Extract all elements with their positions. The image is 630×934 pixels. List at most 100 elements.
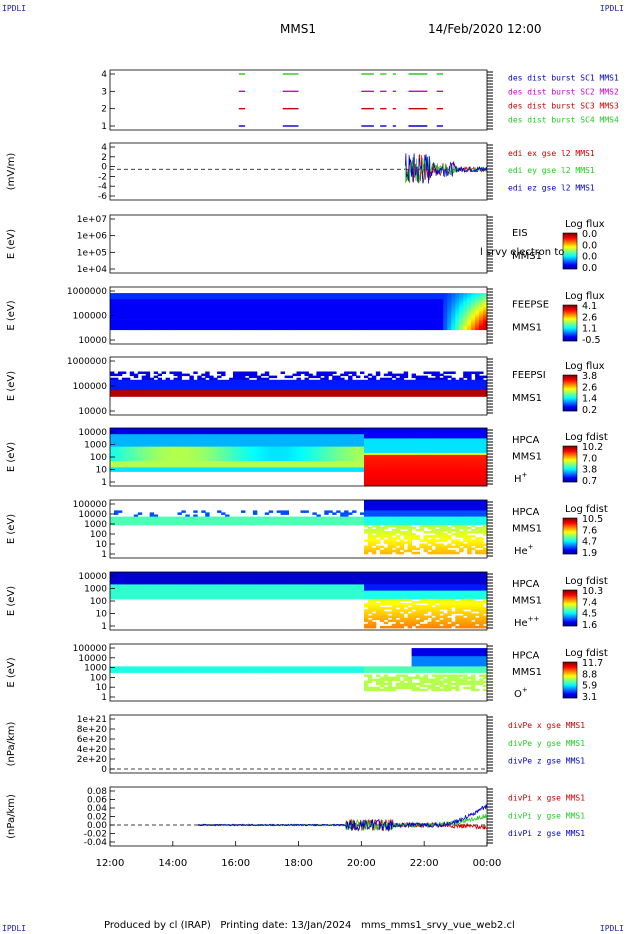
feepse-heat-cell: [181, 299, 186, 302]
eis-colorbar-cell: [563, 254, 577, 256]
hpca_h-heat-cell: [129, 457, 135, 460]
feepse-heat-cell: [431, 299, 436, 302]
feepsi-heat-cell: [435, 383, 440, 387]
hpca_h-heat-cell: [431, 450, 436, 454]
hpca_h-heat-cell: [415, 438, 420, 441]
feepse-heat-cell: [288, 305, 293, 308]
feepse-colorbar-cell: [563, 318, 577, 320]
hpca_h-heat-cell: [447, 454, 452, 458]
feepse-heat-cell: [185, 293, 190, 296]
feepsi-heat-cell: [375, 379, 381, 383]
burst-ytick-label: 2: [101, 105, 107, 115]
feepse-heat-cell: [157, 299, 162, 302]
eis-side-label: EIS: [512, 228, 528, 239]
hpca_h-heat-cell: [431, 463, 436, 466]
feepse-heat-cell: [292, 323, 297, 326]
feepsi-heat-cell: [340, 390, 345, 393]
feepsi-heat-cell: [276, 381, 282, 385]
feepse-heat-cell: [141, 307, 147, 310]
hpca_h-heat-cell: [110, 459, 115, 462]
feepse-heat-cell: [300, 301, 305, 304]
hpca_h-heat-cell: [296, 469, 301, 472]
feepse-heat-cell: [221, 303, 226, 306]
hpca_h-heat-cell: [308, 467, 313, 470]
feepsi-heat-cell: [427, 379, 432, 383]
hpca_h-heat-cell: [455, 432, 460, 435]
feepsi-heat-cell: [352, 379, 357, 383]
burst-legend-entry: des dist burst SC3 MMS3: [508, 101, 619, 110]
hpca_h-heat-cell: [435, 444, 440, 448]
feepse-heat-cell: [233, 315, 238, 318]
hpca_h-heat-cell: [352, 432, 357, 435]
feepsi-heat-cell: [427, 377, 432, 381]
hpca_h-heat-cell: [371, 473, 377, 477]
hpca_h-heat-cell: [356, 448, 361, 452]
feepsi-heat-cell: [451, 381, 456, 385]
feepsi-heat-cell: [320, 392, 325, 395]
feepse-heat-cell: [189, 301, 194, 304]
feepse-heat-cell: [379, 321, 385, 324]
hpca_h-heat-cell: [395, 469, 401, 472]
feepsi-heat-cell: [463, 383, 468, 387]
hpca_h-heat-cell: [268, 442, 274, 445]
hpca_h-heat-cell: [217, 438, 222, 441]
hpca_h-heat-cell: [217, 457, 222, 460]
feepse-colorbar-tick: 2.6: [582, 312, 597, 323]
feepsi-heat-cell: [205, 371, 210, 374]
hpca_h-heat-cell: [110, 446, 115, 450]
feepsi-heat-cell: [288, 392, 293, 395]
feepsi-heat-cell: [161, 371, 166, 374]
feepse-heat-cell: [300, 319, 305, 322]
feepse-heat-cell: [288, 313, 293, 316]
feepse-heat-cell: [221, 299, 226, 302]
feepse-heat-cell: [233, 297, 238, 300]
hpca_h-heat-cell: [379, 463, 385, 466]
feepsi-colorbar-cell: [563, 403, 577, 405]
feepse-heat-cell: [165, 327, 170, 331]
feepsi-heat-cell: [241, 383, 246, 387]
hpca_h-heat-cell: [427, 461, 432, 464]
hpca_h-heat-cell: [213, 448, 218, 452]
feepse-heat-cell: [260, 321, 266, 324]
feepsi-heat-cell: [387, 392, 393, 395]
feepse-heat-cell: [471, 299, 476, 302]
hpca_h-heat-cell: [292, 444, 297, 448]
feepsi-heat-cell: [165, 386, 170, 389]
hpca_h-heat-cell: [225, 459, 230, 462]
feepsi-heat-cell: [157, 377, 162, 381]
feepse-heat-cell: [364, 309, 369, 312]
feepse-heat-cell: [161, 313, 166, 316]
eis-ytick-label: 1e+06: [77, 232, 108, 242]
hpca_h-heat-cell: [427, 459, 432, 462]
hpca_h-heat-cell: [419, 457, 424, 460]
eis-colorbar-cell: [563, 243, 577, 245]
feepse-heat-cell: [332, 317, 337, 320]
feepse-heat-cell: [387, 309, 393, 312]
hpca_h-heat-cell: [217, 442, 222, 445]
hpca_h-heat-cell: [292, 459, 297, 462]
hpca_h-heat-cell: [125, 469, 131, 472]
feepsi-heat-cell: [241, 377, 246, 381]
hpca_h-heat-cell: [304, 428, 309, 431]
feepse-heat-cell: [237, 303, 242, 306]
hpca_h-heat-cell: [129, 444, 135, 448]
feepse-heat-cell: [153, 327, 159, 331]
feepse-heat-cell: [451, 311, 456, 314]
hpca_h-heat-cell: [292, 465, 297, 468]
feepse-heat-cell: [360, 319, 365, 322]
feepsi-heat-cell: [185, 388, 190, 391]
edi-ylabel: (mV/m): [6, 153, 17, 191]
feepsi-heat-cell: [423, 381, 428, 385]
feepse-heat-cell: [233, 303, 238, 306]
feepsi-heat-cell: [348, 371, 353, 374]
hpca_h-heat-cell: [324, 430, 329, 433]
feepse-heat-cell: [133, 325, 139, 329]
hpca_h-heat-cell: [185, 436, 190, 439]
hpca_h-heat-cell: [451, 469, 456, 472]
feepse-heat-cell: [149, 323, 155, 326]
feepse-heat-cell: [463, 317, 468, 320]
feepsi-heat-cell: [364, 392, 369, 395]
hpca_h-heat-cell: [403, 463, 409, 466]
feepse-heat-cell: [193, 317, 198, 320]
feepsi-heat-cell: [117, 379, 123, 383]
